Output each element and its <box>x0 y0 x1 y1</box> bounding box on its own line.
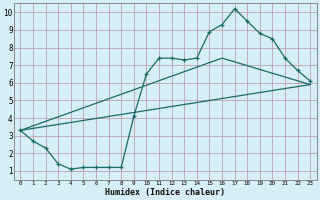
X-axis label: Humidex (Indice chaleur): Humidex (Indice chaleur) <box>105 188 225 197</box>
